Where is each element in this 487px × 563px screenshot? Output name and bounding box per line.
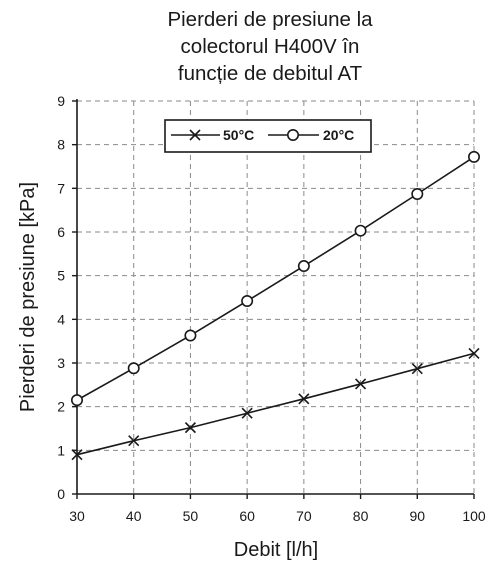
legend-label-20c: 20°C xyxy=(323,127,354,143)
y-tick-label: 0 xyxy=(57,486,65,502)
axes xyxy=(72,99,475,499)
y-tick-label: 2 xyxy=(57,399,65,415)
y-tick-label: 3 xyxy=(57,355,65,371)
x-tick-label: 60 xyxy=(239,508,255,524)
y-tick-label: 9 xyxy=(57,93,65,109)
y-tick-label: 5 xyxy=(57,268,65,284)
legend-box xyxy=(164,119,372,153)
y-tick-label: 8 xyxy=(57,137,65,153)
data-point-50c xyxy=(184,422,196,434)
data-point-50c xyxy=(468,347,480,359)
chart-title-line-1: Pierderi de presiune la xyxy=(167,8,373,31)
tick-labels: 30 40 50 60 70 80 90 100 0 1 2 3 4 5 6 7 8 9 xyxy=(57,93,486,524)
data-point-50c xyxy=(128,435,140,447)
y-tick-label: 7 xyxy=(57,180,65,196)
legend-marker-20c xyxy=(286,129,299,142)
y-tick-label: 1 xyxy=(57,442,65,458)
legend: 50°C 20°C xyxy=(164,119,372,153)
data-point-50c xyxy=(71,449,83,461)
y-tick-label: 4 xyxy=(57,311,65,327)
data-point-50c xyxy=(241,407,253,419)
chart-title: Pierderi de presiune la colectorul H400V… xyxy=(60,6,480,87)
data-point-20c xyxy=(354,224,367,237)
series-group xyxy=(71,150,480,461)
x-tick-label: 90 xyxy=(409,508,425,524)
x-tick-label: 40 xyxy=(126,508,142,524)
series-line-20c xyxy=(76,156,475,401)
legend-label-50c: 50°C xyxy=(223,127,254,143)
data-point-20c xyxy=(241,294,254,307)
grid xyxy=(77,100,475,494)
series-line-50c xyxy=(76,352,475,456)
data-point-50c xyxy=(355,378,367,390)
chart-title-line-3: funcție de debitul AT xyxy=(177,62,363,85)
chart-title-line-2: colectorul H400V în xyxy=(180,35,360,58)
data-point-20c xyxy=(71,394,84,407)
y-axis-label: Pierderi de presiune [kPa] xyxy=(17,182,39,412)
data-point-20c xyxy=(297,260,310,273)
data-point-50c xyxy=(298,393,310,405)
data-point-20c xyxy=(467,150,480,163)
x-tick-label: 30 xyxy=(69,508,85,524)
x-tick-label: 70 xyxy=(296,508,312,524)
x-tick-label: 50 xyxy=(183,508,199,524)
data-point-20c xyxy=(411,188,424,201)
data-point-20c xyxy=(127,362,140,375)
y-tick-label: 6 xyxy=(57,224,65,240)
data-point-50c xyxy=(411,363,423,375)
x-tick-label: 100 xyxy=(462,508,486,524)
x-axis-label: Debit [l/h] xyxy=(234,539,318,561)
x-tick-label: 80 xyxy=(353,508,369,524)
data-point-20c xyxy=(184,329,197,342)
legend-marker-50c xyxy=(189,129,201,141)
